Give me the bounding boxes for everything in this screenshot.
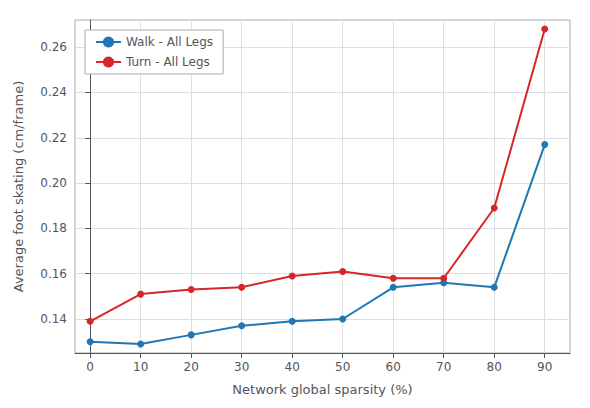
- svg-text:0.24: 0.24: [40, 85, 67, 99]
- svg-text:10: 10: [133, 360, 148, 374]
- svg-text:30: 30: [234, 360, 249, 374]
- svg-text:0.20: 0.20: [40, 176, 67, 190]
- svg-text:80: 80: [487, 360, 502, 374]
- svg-text:0.18: 0.18: [40, 221, 67, 235]
- svg-text:40: 40: [285, 360, 300, 374]
- svg-text:60: 60: [386, 360, 401, 374]
- svg-text:20: 20: [184, 360, 199, 374]
- svg-text:Network global sparsity (%): Network global sparsity (%): [232, 382, 412, 397]
- svg-text:Average foot skating (cm/frame: Average foot skating (cm/frame): [11, 81, 26, 293]
- svg-text:0.22: 0.22: [40, 131, 67, 145]
- svg-text:Walk - All Legs: Walk - All Legs: [126, 35, 213, 49]
- svg-text:50: 50: [335, 360, 350, 374]
- svg-text:0.14: 0.14: [40, 312, 67, 326]
- svg-text:90: 90: [537, 360, 552, 374]
- svg-text:0.16: 0.16: [40, 267, 67, 281]
- svg-text:0: 0: [86, 360, 94, 374]
- svg-text:Turn - All Legs: Turn - All Legs: [125, 55, 210, 69]
- svg-text:70: 70: [436, 360, 451, 374]
- svg-text:0.26: 0.26: [40, 40, 67, 54]
